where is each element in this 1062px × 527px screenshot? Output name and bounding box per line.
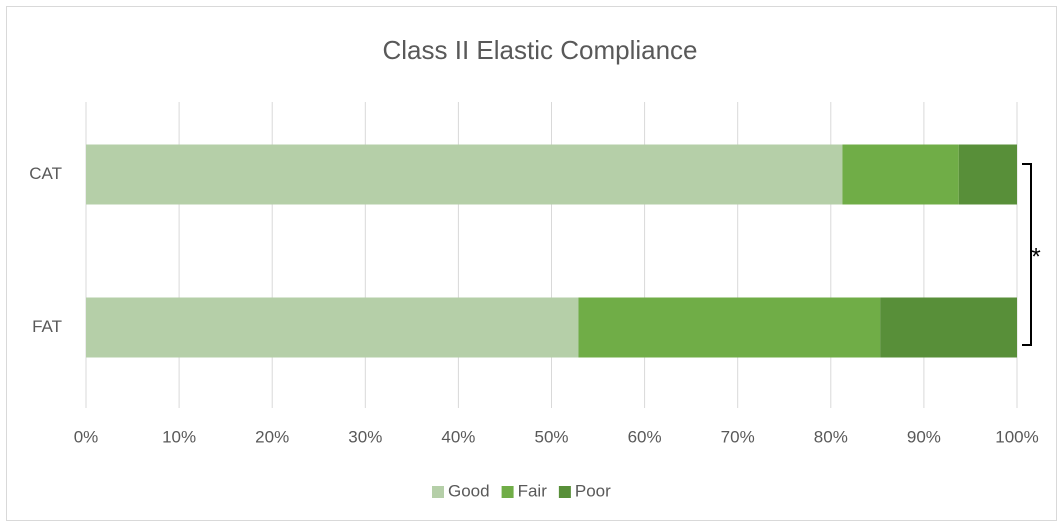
x-tick-label: 10% [162,427,196,446]
bar-segment [880,297,1017,358]
x-tick-label: 0% [74,427,99,446]
bar-segment [958,144,1017,205]
x-tick-label: 80% [814,427,848,446]
x-tick-label: 30% [348,427,382,446]
x-tick-label: 100% [995,427,1038,446]
x-tick-label: 40% [441,427,475,446]
x-tick-label: 70% [721,427,755,446]
legend-label: Poor [575,481,611,500]
legend-label: Good [448,481,490,500]
annotation: * [1031,243,1040,270]
y-tick-label: FAT [32,317,62,336]
x-tick-label: 60% [628,427,662,446]
y-tick-label: CAT [29,164,62,183]
legend-swatch [558,486,571,498]
bar-segment [86,144,843,205]
legend-swatch [501,486,514,498]
bar-segment [578,297,881,358]
x-tick-label: 90% [907,427,941,446]
x-tick-label: 20% [255,427,289,446]
bar-segment [86,297,579,358]
legend-swatch [432,486,444,498]
significance-bracket [1022,163,1032,346]
chart-title: Class II Elastic Compliance [383,35,698,65]
bar-segment [842,144,959,205]
chart-border [6,6,1057,521]
x-tick-label: 50% [534,427,568,446]
legend-label: Fair [518,481,548,500]
